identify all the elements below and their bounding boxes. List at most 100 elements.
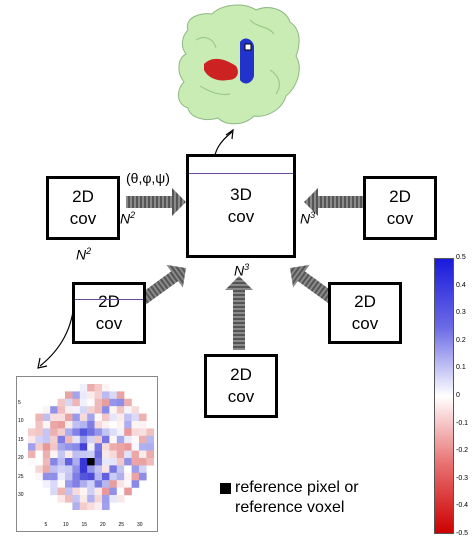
heatmap-cell [94, 487, 103, 496]
heatmap-y-tick-label: 5 [18, 399, 21, 406]
heatmap-cell [116, 428, 125, 436]
heatmap-cell [116, 480, 125, 488]
legend-text-line1: reference pixel or [235, 479, 359, 496]
heatmap-cell [57, 391, 66, 399]
heatmap-cell [57, 421, 66, 429]
heatmap-cell [87, 413, 95, 422]
heatmap-cell [131, 428, 140, 436]
heatmap-cell [42, 480, 51, 488]
arrow-left-to-center [126, 188, 186, 216]
heatmap-cell [65, 435, 73, 444]
heatmap-x-tick-label: 10 [63, 522, 69, 528]
heatmap-cell [139, 435, 147, 444]
heatmap-cell [79, 384, 88, 392]
heatmap-cell [42, 458, 51, 466]
colorbar-tick-label: -0.5 [456, 530, 469, 537]
heatmap-cell [79, 413, 88, 422]
heatmap-cell [79, 458, 88, 466]
heatmap-cell [50, 472, 58, 481]
heatmap-cell [146, 435, 154, 444]
heatmap-y-tick-label: 25 [18, 473, 24, 480]
heatmap-cell [102, 443, 110, 451]
heatmap-cell [109, 435, 117, 444]
heatmap-cell [87, 480, 95, 488]
heatmap-cell [102, 450, 110, 459]
heatmap-cell [65, 495, 73, 503]
heatmap-cell [87, 487, 95, 496]
heatmap-cell [94, 472, 103, 481]
heatmap-cell [79, 495, 88, 503]
lower-right-2d-cov-box: 2D cov [328, 282, 402, 344]
heatmap-cell [116, 495, 125, 503]
heatmap-cell [146, 428, 154, 436]
heatmap-cell [102, 435, 110, 444]
heatmap-cell [102, 406, 110, 414]
colorbar-tick-label: 0.1 [456, 364, 466, 372]
heatmap-cell [72, 413, 80, 422]
heatmap-cell [102, 502, 110, 510]
heatmap-cell [50, 421, 58, 429]
bottom-box-subtitle: cov [227, 387, 255, 406]
n3-right-base: N [300, 210, 311, 227]
heatmap-cell [87, 465, 95, 473]
heatmap-cell [65, 487, 73, 496]
heatmap-cell [109, 443, 117, 451]
heatmap-cell [65, 450, 73, 459]
heatmap-cell [50, 487, 58, 496]
heatmap-cell [94, 428, 103, 436]
heatmap-cell [131, 472, 140, 481]
heatmap-cell [87, 450, 95, 459]
heatmap-cell [87, 391, 95, 399]
heatmap-cell [131, 450, 140, 459]
heatmap-cell [87, 406, 95, 414]
heatmap-cell [65, 428, 73, 436]
heatmap-cell [57, 443, 66, 451]
heatmap-cell [94, 458, 103, 466]
heatmap-cell [57, 406, 66, 414]
heatmap-cell [139, 458, 147, 466]
heatmap-cell [28, 458, 36, 466]
heatmap-cell [57, 413, 66, 422]
colorbar-tick-label: -0.1 [456, 419, 469, 427]
heatmap-cell [72, 495, 80, 503]
n3-below-exp: 3 [244, 262, 250, 272]
heatmap-cell [79, 421, 88, 429]
heatmap-cell [42, 406, 51, 414]
heatmap-cell [116, 413, 125, 422]
heatmap-cell [102, 398, 110, 407]
heatmap-cell [146, 458, 154, 466]
bottom-2d-cov-box: 2D cov [204, 354, 278, 418]
colorbar [434, 258, 454, 534]
heatmap-cell [79, 465, 88, 473]
heatmap-cell [94, 465, 103, 473]
heatmap-cell [57, 465, 66, 473]
n3-right-label: N3 [300, 210, 315, 227]
heatmap-cell [50, 406, 58, 414]
reference-marker-icon [220, 482, 231, 494]
heatmap-cell [124, 487, 132, 496]
heatmap-cell [102, 413, 110, 422]
n3-right-exp: 3 [310, 210, 316, 220]
heatmap-cell [50, 480, 58, 488]
heatmap-cell [139, 472, 147, 481]
heatmap-x-tick-label: 15 [81, 522, 88, 528]
heatmap-cell [116, 398, 125, 407]
n2-arrow-label: N2 [120, 210, 135, 227]
protein-surface [178, 4, 300, 125]
bottom-box-title: 2D [230, 365, 252, 384]
heatmap-cell [79, 435, 88, 444]
heatmap-cell [116, 487, 125, 496]
heatmap-cell [72, 391, 80, 399]
heatmap-cell [28, 443, 36, 451]
heatmap-cell [72, 443, 80, 451]
heatmap-cell [72, 465, 80, 473]
heatmap-cell [102, 391, 110, 399]
euler-angles-label: (θ,φ,ψ) [126, 170, 170, 186]
heatmap-cell [109, 465, 117, 473]
heatmap-cell [35, 465, 43, 473]
colorbar-tick-label: -0.4 [456, 502, 469, 510]
heatmap-cell [50, 450, 58, 459]
arrow-right-to-center [304, 188, 364, 216]
heatmap-cell [28, 450, 36, 459]
arrow-bottom-to-center [225, 276, 253, 350]
